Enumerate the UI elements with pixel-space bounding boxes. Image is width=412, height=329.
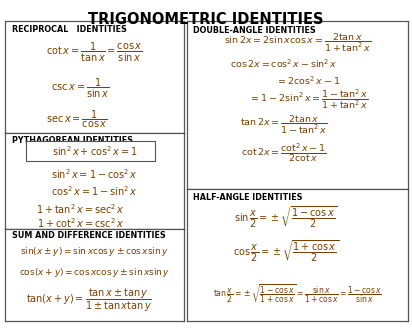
Text: TRIGONOMETRIC IDENTITIES: TRIGONOMETRIC IDENTITIES: [88, 12, 324, 27]
Text: $\sec x = \dfrac{1}{\cos x}$: $\sec x = \dfrac{1}{\cos x}$: [46, 109, 108, 130]
Text: $\sin\dfrac{x}{2} = \pm\sqrt{\dfrac{1-\cos x}{2}}$: $\sin\dfrac{x}{2} = \pm\sqrt{\dfrac{1-\c…: [234, 204, 338, 230]
Text: $\cos(x + y) = \cos x \cos y \pm \sin x \sin y$: $\cos(x + y) = \cos x \cos y \pm \sin x …: [19, 266, 170, 279]
Text: $1 + \tan^2 x = \sec^2 x$: $1 + \tan^2 x = \sec^2 x$: [36, 202, 125, 215]
Text: $1 + \cot^2 x = \csc^2 x$: $1 + \cot^2 x = \csc^2 x$: [37, 216, 124, 230]
Text: $\tan\dfrac{x}{2} = \pm\sqrt{\dfrac{1-\cos x}{1+\cos x}} = \dfrac{\sin x}{1+\cos: $\tan\dfrac{x}{2} = \pm\sqrt{\dfrac{1-\c…: [213, 283, 382, 306]
Text: $\tan(x + y) = \dfrac{\tan x \pm \tan y}{1 \pm \tan x \tan y}$: $\tan(x + y) = \dfrac{\tan x \pm \tan y}…: [26, 287, 152, 314]
Text: $\cos 2x = \cos^2 x - \sin^2 x$: $\cos 2x = \cos^2 x - \sin^2 x$: [230, 58, 338, 70]
Text: $\cot 2x = \dfrac{\cot^2 x - 1}{2\cot x}$: $\cot 2x = \dfrac{\cot^2 x - 1}{2\cot x}…: [241, 142, 327, 164]
Text: $\csc x = \dfrac{1}{\sin x}$: $\csc x = \dfrac{1}{\sin x}$: [51, 77, 110, 100]
Text: $\cot x = \dfrac{1}{\tan x} = \dfrac{\cos x}{\sin x}$: $\cot x = \dfrac{1}{\tan x} = \dfrac{\co…: [46, 41, 143, 64]
Text: SUM AND DIFFERENCE IDENTITIES: SUM AND DIFFERENCE IDENTITIES: [12, 231, 166, 240]
Text: $\tan 2x = \dfrac{2\tan x}{1 - \tan^2 x}$: $\tan 2x = \dfrac{2\tan x}{1 - \tan^2 x}…: [240, 114, 328, 136]
Text: HALF-ANGLE IDENTITIES: HALF-ANGLE IDENTITIES: [193, 193, 303, 202]
Text: DOUBLE-ANGLE IDENTITIES: DOUBLE-ANGLE IDENTITIES: [193, 26, 316, 36]
Text: $\sin(x \pm y) = \sin x \cos y \pm \cos x \sin y$: $\sin(x \pm y) = \sin x \cos y \pm \cos …: [20, 245, 169, 258]
Text: $\cos^2 x = 1 - \sin^2 x$: $\cos^2 x = 1 - \sin^2 x$: [51, 185, 138, 198]
Text: RECIPROCAL   IDENTITIES: RECIPROCAL IDENTITIES: [12, 25, 127, 34]
Text: $= 2\cos^2 x - 1$: $= 2\cos^2 x - 1$: [276, 75, 340, 87]
FancyBboxPatch shape: [26, 141, 155, 161]
Text: $\cos\dfrac{x}{2} = \pm\sqrt{\dfrac{1+\cos x}{2}}$: $\cos\dfrac{x}{2} = \pm\sqrt{\dfrac{1+\c…: [233, 238, 339, 264]
Text: $\sin^2 x = 1 - \cos^2 x$: $\sin^2 x = 1 - \cos^2 x$: [51, 167, 138, 181]
Text: $\sin^2 x + \cos^2 x = 1$: $\sin^2 x + \cos^2 x = 1$: [52, 144, 138, 158]
Text: $\sin 2x = 2\sin x \cos x = \dfrac{2\tan x}{1+\tan^2 x}$: $\sin 2x = 2\sin x \cos x = \dfrac{2\tan…: [224, 31, 371, 54]
Text: $= 1 - 2\sin^2 x = \dfrac{1-\tan^2 x}{1+\tan^2 x}$: $= 1 - 2\sin^2 x = \dfrac{1-\tan^2 x}{1+…: [248, 88, 368, 112]
Text: PYTHAGOREAN IDENTITIES: PYTHAGOREAN IDENTITIES: [12, 136, 133, 145]
